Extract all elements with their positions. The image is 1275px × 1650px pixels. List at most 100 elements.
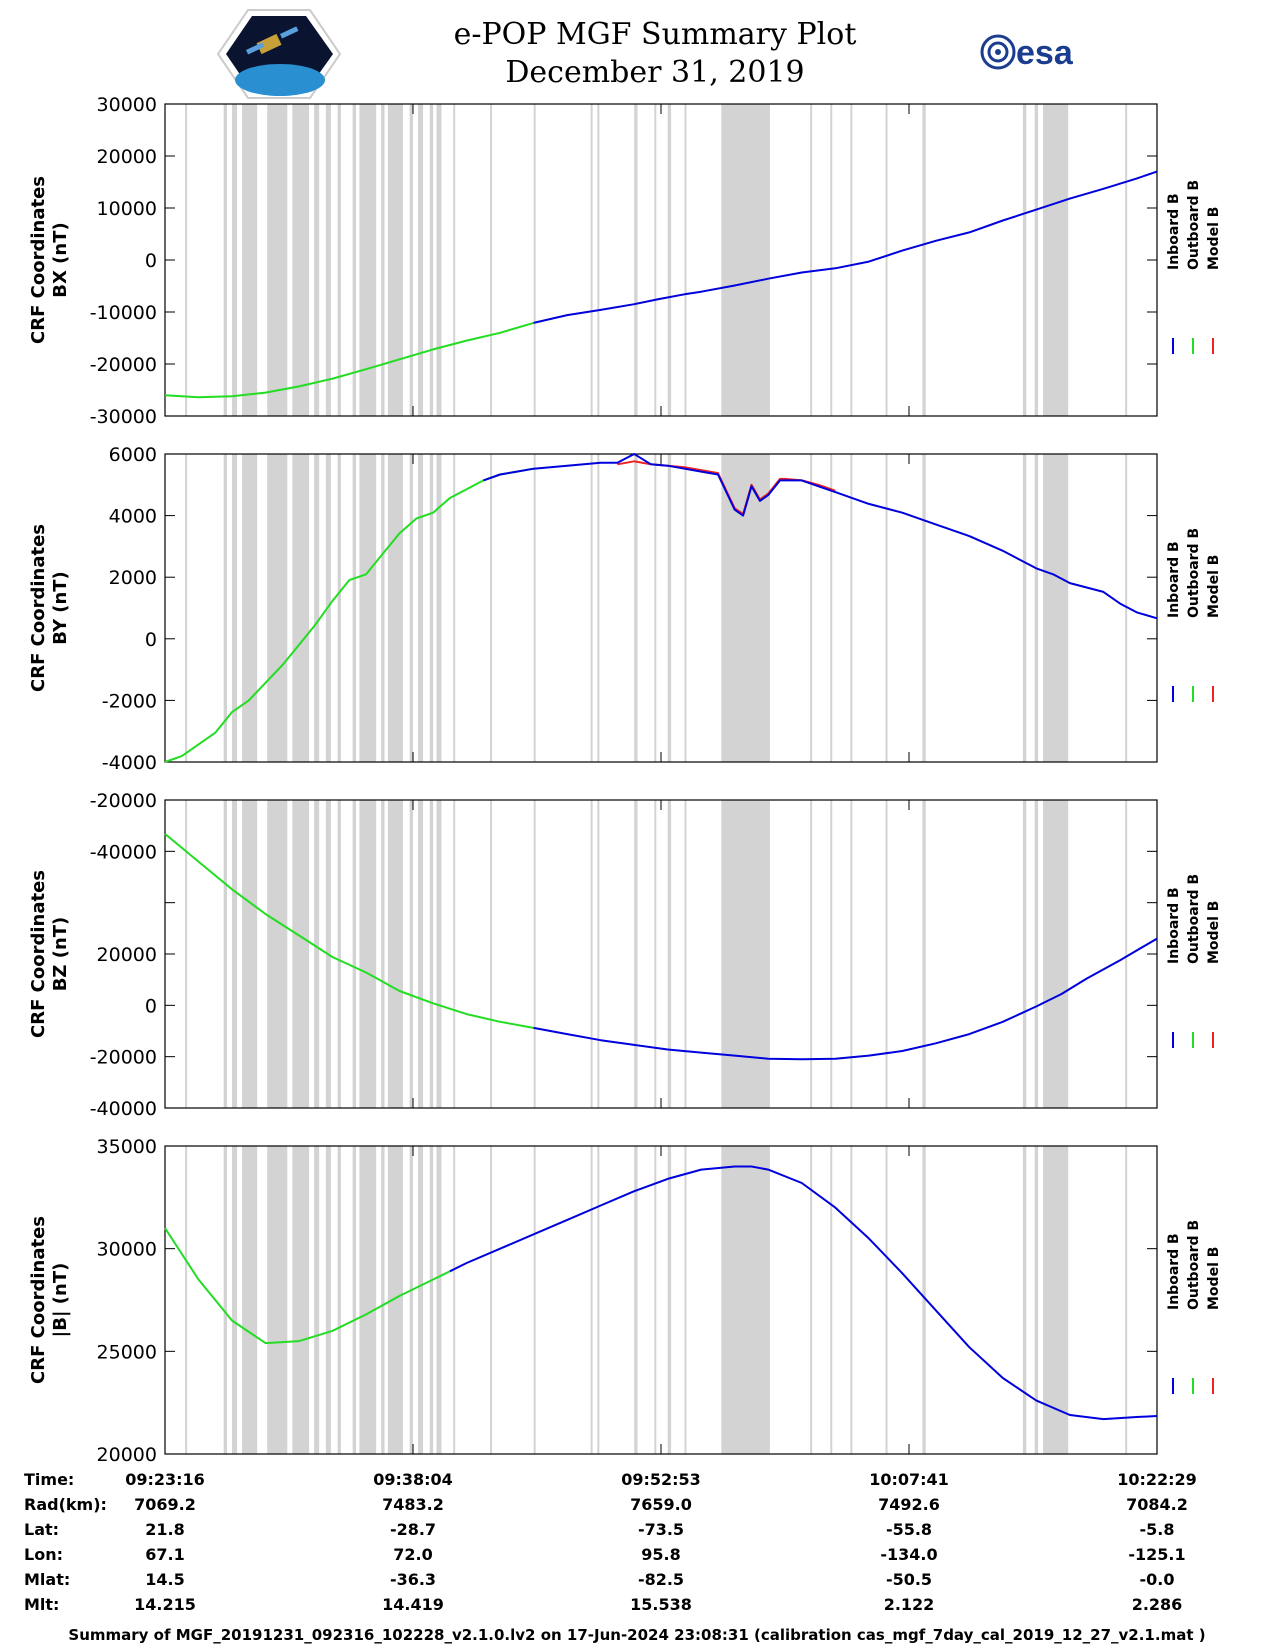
legend-label: Inboard B bbox=[1166, 1233, 1182, 1310]
table-row-label: Rad(km): bbox=[24, 1495, 107, 1514]
data-gap-bar bbox=[597, 800, 600, 1108]
data-gap-bar bbox=[850, 800, 853, 1108]
data-gap-bar bbox=[185, 454, 188, 762]
data-gap-bar bbox=[267, 800, 288, 1108]
data-gap-bar bbox=[352, 104, 357, 416]
data-gap-bar bbox=[850, 1146, 853, 1454]
data-gap-bar bbox=[721, 800, 770, 1108]
data-gap-bar bbox=[721, 1146, 770, 1454]
data-gap-bar bbox=[314, 800, 320, 1108]
y-tick-label: 20000 bbox=[97, 146, 157, 168]
data-gap-bar bbox=[590, 454, 593, 762]
y-tick-label: 20000 bbox=[97, 944, 157, 966]
y-tick-label: 0 bbox=[145, 995, 157, 1017]
legend-label: Model B bbox=[1206, 555, 1222, 618]
data-gap-bar bbox=[232, 800, 238, 1108]
data-gap-bar bbox=[453, 800, 456, 1108]
y-axis-label: CRF Coordinates bbox=[28, 524, 49, 692]
data-gap-bar bbox=[429, 104, 434, 416]
table-cell: 21.8 bbox=[145, 1520, 184, 1539]
table-cell: 10:22:29 bbox=[1117, 1470, 1197, 1489]
axes-frame bbox=[164, 453, 1158, 763]
data-gap-bar bbox=[667, 800, 672, 1108]
data-gap-bar bbox=[1022, 104, 1027, 416]
data-gap-bar bbox=[1125, 800, 1128, 1108]
data-gap-bar bbox=[232, 454, 238, 762]
data-gap-bar bbox=[850, 454, 853, 762]
data-gap-bar bbox=[830, 104, 833, 416]
table-cell: -73.5 bbox=[638, 1520, 684, 1539]
data-gap-bar bbox=[1043, 454, 1069, 762]
data-gap-bar bbox=[654, 454, 657, 762]
data-gap-bar bbox=[185, 1146, 188, 1454]
table-cell: 95.8 bbox=[641, 1545, 680, 1564]
table-cell: 09:38:04 bbox=[373, 1470, 453, 1489]
table-cell: 7492.6 bbox=[878, 1495, 940, 1514]
y-tick-label: 20000 bbox=[97, 1444, 157, 1466]
y-axis-label: BY (nT) bbox=[50, 571, 71, 645]
data-gap-bar bbox=[1125, 1146, 1128, 1454]
y-tick-label: -20000 bbox=[90, 790, 157, 812]
data-gap-bar bbox=[885, 800, 888, 1108]
data-gap-bar bbox=[810, 1146, 813, 1454]
data-gap-bar bbox=[292, 1146, 310, 1454]
data-gap-bar bbox=[387, 454, 403, 762]
data-gap-bar bbox=[337, 1146, 341, 1454]
legend-label: Inboard B bbox=[1166, 541, 1182, 618]
series-line-outboard-b bbox=[164, 1227, 451, 1345]
table-cell: 2.286 bbox=[1132, 1595, 1183, 1614]
data-gap-bar bbox=[533, 104, 536, 416]
data-gap-bar bbox=[381, 454, 385, 762]
data-gap-bar bbox=[381, 104, 385, 416]
mission-logo bbox=[216, 9, 342, 99]
data-gap-bar bbox=[654, 800, 657, 1108]
data-gap-bar bbox=[830, 800, 833, 1108]
footer-text: Summary of MGF_20191231_092316_102228_v2… bbox=[68, 1626, 1205, 1644]
data-gap-bar bbox=[885, 104, 888, 416]
y-axis-label: CRF Coordinates bbox=[28, 176, 49, 344]
data-gap-bar bbox=[1034, 104, 1039, 416]
data-gap-bar bbox=[533, 800, 536, 1108]
legend-label: Model B bbox=[1206, 207, 1222, 270]
data-gap-bar bbox=[590, 1146, 593, 1454]
data-gap-bar bbox=[533, 454, 536, 762]
y-axis-label: BX (nT) bbox=[50, 222, 71, 297]
table-cell: 14.215 bbox=[134, 1595, 196, 1614]
table-cell: -55.8 bbox=[886, 1520, 932, 1539]
data-gap-bar bbox=[387, 1146, 403, 1454]
legend-label: Outboard B bbox=[1186, 1220, 1202, 1310]
table-cell: -134.0 bbox=[880, 1545, 937, 1564]
data-gap-bar bbox=[654, 1146, 657, 1454]
legend-label: Inboard B bbox=[1166, 887, 1182, 964]
data-gap-bar bbox=[337, 104, 341, 416]
y-tick-label: -20000 bbox=[90, 1047, 157, 1069]
table-cell: 15.538 bbox=[630, 1595, 692, 1614]
table-cell: -36.3 bbox=[390, 1570, 436, 1589]
data-gap-bar bbox=[242, 800, 258, 1108]
legend-label: Inboard B bbox=[1166, 193, 1182, 270]
data-gap-bar bbox=[810, 104, 813, 416]
legend-label: Outboard B bbox=[1186, 874, 1202, 964]
series-line-inboard-b bbox=[533, 937, 1158, 1061]
data-gap-bar bbox=[242, 1146, 258, 1454]
data-gap-bar bbox=[597, 454, 600, 762]
axes-frame bbox=[164, 1145, 1158, 1455]
data-gap-bar bbox=[314, 1146, 320, 1454]
data-gap-bar bbox=[436, 1146, 442, 1454]
data-gap-bar bbox=[223, 104, 227, 416]
plot-date: December 31, 2019 bbox=[505, 55, 804, 90]
y-tick-label: 10000 bbox=[97, 198, 157, 220]
data-gap-bar bbox=[721, 104, 770, 416]
y-tick-label: 2000 bbox=[109, 567, 157, 589]
data-gap-bar bbox=[409, 104, 413, 416]
data-gap-bar bbox=[922, 104, 926, 416]
data-gap-bar bbox=[314, 454, 320, 762]
data-gap-bar bbox=[597, 1146, 600, 1454]
table-row-label: Mlat: bbox=[24, 1570, 70, 1589]
panel-3: -20000 -40000 20000 0 -20000 -40000 CRF Coordi… bbox=[28, 790, 1222, 1120]
data-gap-bar bbox=[418, 104, 424, 416]
data-gap-bar bbox=[436, 800, 442, 1108]
data-gap-bar bbox=[325, 104, 331, 416]
data-gap-bar bbox=[684, 800, 687, 1108]
